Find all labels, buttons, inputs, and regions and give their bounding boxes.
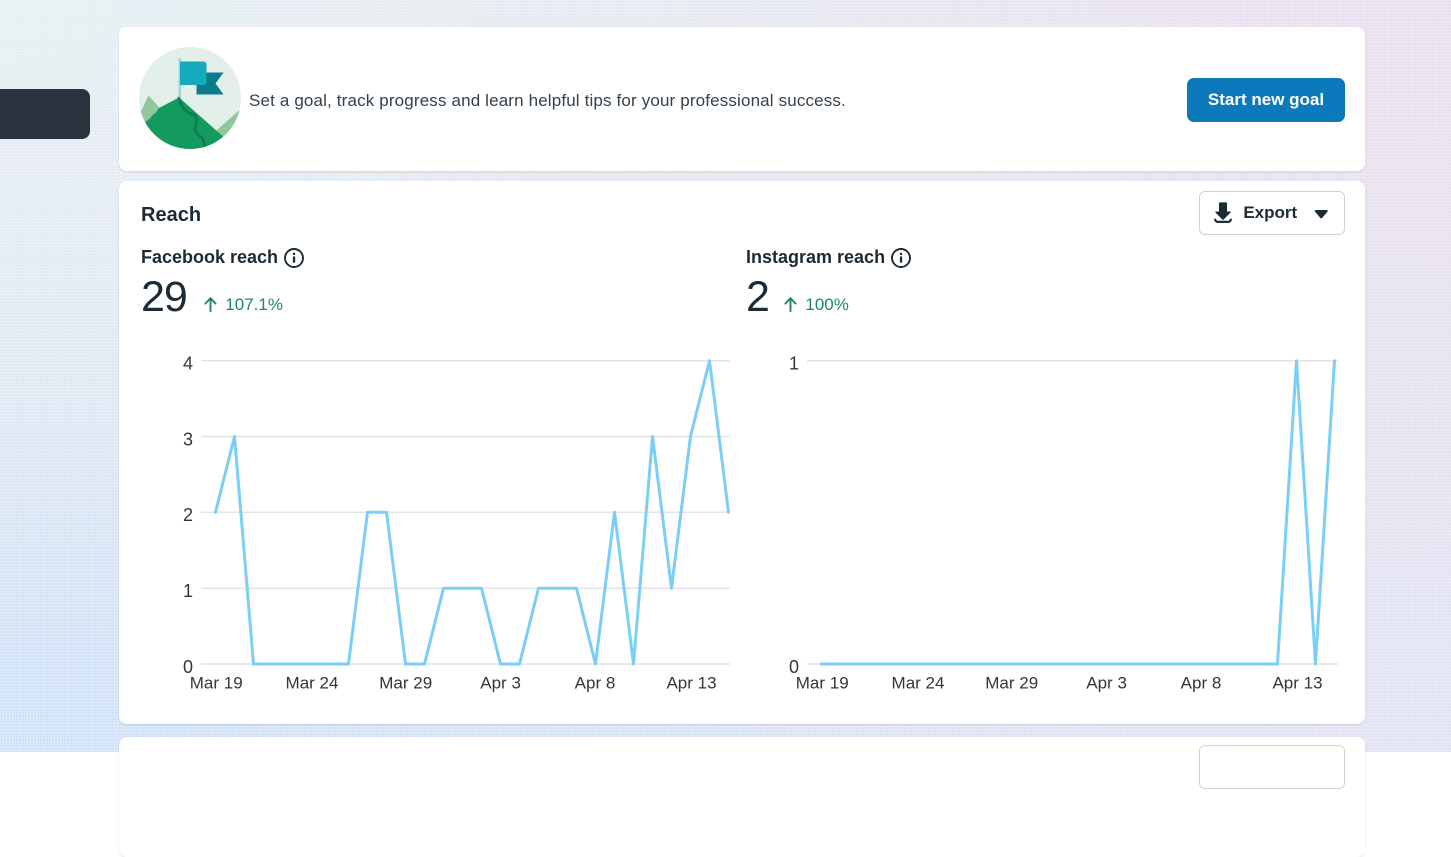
svg-text:Mar 19: Mar 19 [796, 674, 849, 693]
svg-text:Apr 13: Apr 13 [1272, 674, 1322, 693]
svg-text:3: 3 [183, 429, 193, 449]
svg-text:Mar 24: Mar 24 [892, 674, 945, 693]
svg-text:Apr 3: Apr 3 [1086, 674, 1127, 693]
svg-text:0: 0 [789, 657, 799, 677]
svg-text:Mar 19: Mar 19 [190, 674, 243, 693]
svg-text:Mar 29: Mar 29 [379, 674, 432, 693]
svg-text:1: 1 [183, 581, 193, 601]
svg-text:4: 4 [183, 354, 193, 374]
svg-text:0: 0 [183, 657, 193, 677]
svg-text:Apr 8: Apr 8 [575, 674, 616, 693]
svg-text:1: 1 [789, 354, 799, 374]
svg-text:2: 2 [183, 505, 193, 525]
svg-text:Apr 13: Apr 13 [666, 674, 716, 693]
svg-text:Mar 24: Mar 24 [286, 674, 339, 693]
svg-text:Mar 29: Mar 29 [985, 674, 1038, 693]
svg-text:Apr 8: Apr 8 [1181, 674, 1222, 693]
svg-text:Apr 3: Apr 3 [480, 674, 521, 693]
